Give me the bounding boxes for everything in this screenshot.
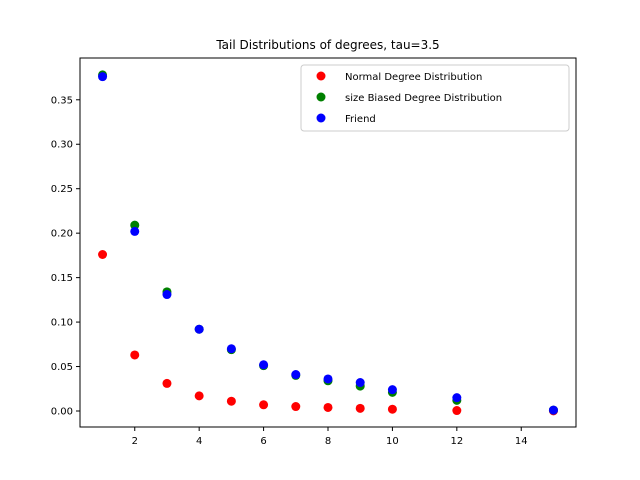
data-point xyxy=(98,72,108,82)
legend-marker xyxy=(316,92,326,102)
data-point xyxy=(130,226,140,236)
x-tick-label: 14 xyxy=(515,436,528,447)
data-point xyxy=(548,405,558,415)
data-point xyxy=(452,406,462,416)
legend: Normal Degree Distribution size Biased De… xyxy=(300,64,570,132)
legend-label: Normal Degree Distribution xyxy=(345,72,482,83)
data-point xyxy=(194,391,204,401)
data-point xyxy=(162,378,172,388)
y-tick-label: 0.20 xyxy=(51,229,73,240)
data-point xyxy=(130,350,140,360)
data-point xyxy=(259,360,269,370)
data-point xyxy=(323,374,333,384)
data-point xyxy=(323,402,333,412)
data-point xyxy=(162,290,172,300)
legend-box xyxy=(300,64,570,132)
legend-label: size Biased Degree Distribution xyxy=(345,93,502,104)
legend-label: Friend xyxy=(345,114,376,125)
data-point xyxy=(226,344,236,354)
x-axis: 2 4 6 8 10 12 14 xyxy=(132,427,528,447)
x-tick-label: 2 xyxy=(132,436,138,447)
data-point xyxy=(387,385,397,395)
x-tick-label: 4 xyxy=(196,436,202,447)
y-tick-label: 0.05 xyxy=(51,362,73,373)
data-point xyxy=(130,220,140,230)
y-tick-label: 0.25 xyxy=(51,184,73,195)
data-point xyxy=(355,403,365,413)
data-point xyxy=(194,324,204,334)
x-tick-label: 10 xyxy=(386,436,399,447)
series-2 xyxy=(98,72,558,415)
data-point xyxy=(355,378,365,388)
y-tick-label: 0.10 xyxy=(51,318,73,329)
x-tick-label: 6 xyxy=(260,436,266,447)
legend-marker xyxy=(316,71,326,81)
y-axis: 0.00 0.05 0.10 0.15 0.20 0.25 0.30 0.35 xyxy=(51,95,80,417)
legend-marker xyxy=(316,113,326,123)
data-point xyxy=(291,402,301,412)
series-0 xyxy=(98,250,558,416)
data-point xyxy=(291,370,301,380)
y-tick-label: 0.35 xyxy=(51,95,73,106)
y-tick-label: 0.00 xyxy=(51,406,73,417)
data-point xyxy=(226,396,236,406)
x-tick-label: 12 xyxy=(450,436,463,447)
x-tick-label: 8 xyxy=(325,436,331,447)
data-point xyxy=(387,404,397,414)
y-tick-label: 0.15 xyxy=(51,273,73,284)
data-point xyxy=(259,400,269,410)
chart-title: Tail Distributions of degrees, tau=3.5 xyxy=(215,38,439,52)
data-point xyxy=(452,393,462,403)
data-points xyxy=(98,70,558,416)
data-point xyxy=(98,250,108,260)
y-tick-label: 0.30 xyxy=(51,140,73,151)
